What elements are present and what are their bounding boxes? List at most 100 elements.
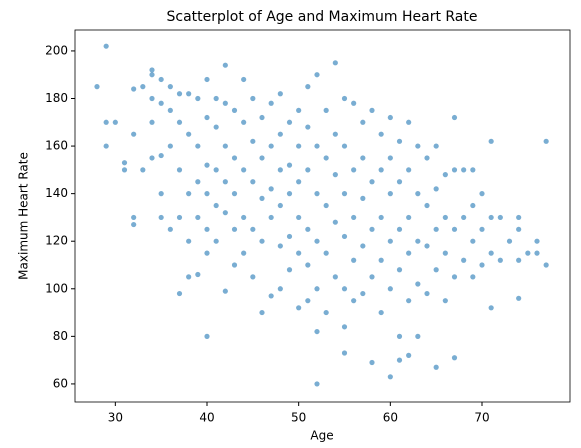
point [323, 107, 329, 113]
point [461, 214, 467, 221]
point [470, 202, 476, 209]
point [332, 274, 338, 280]
point [121, 167, 128, 173]
point [351, 298, 357, 304]
x-tick-label: 60 [383, 411, 398, 425]
point [387, 238, 393, 244]
point [103, 43, 109, 49]
point [149, 95, 155, 102]
point [204, 191, 210, 197]
point [213, 167, 219, 173]
point [332, 131, 338, 137]
point [296, 179, 302, 185]
point [305, 262, 311, 268]
point [167, 84, 173, 90]
point [451, 167, 458, 173]
point [470, 238, 476, 244]
point [387, 155, 393, 161]
point [112, 119, 118, 125]
point [424, 155, 430, 161]
point [277, 131, 283, 137]
x-tick-label: 50 [291, 411, 306, 425]
point [195, 95, 201, 102]
point [323, 202, 329, 209]
point [204, 333, 210, 339]
point [323, 155, 329, 161]
point [305, 167, 311, 173]
point [378, 309, 384, 316]
point [231, 155, 238, 161]
point [461, 167, 467, 173]
point [497, 214, 503, 221]
point [378, 214, 384, 221]
point [314, 328, 320, 335]
point [195, 214, 201, 221]
point [103, 143, 109, 149]
point [158, 76, 164, 83]
point [369, 107, 375, 113]
point [534, 238, 540, 244]
point [241, 250, 247, 256]
point [341, 324, 348, 330]
point [268, 293, 274, 299]
point [351, 167, 357, 173]
point [186, 131, 192, 137]
point [396, 179, 403, 185]
y-tick-label: 120 [45, 234, 68, 248]
point [204, 162, 210, 168]
point [323, 309, 329, 316]
point [479, 262, 485, 268]
point [479, 191, 485, 197]
point [158, 214, 164, 221]
point [341, 143, 348, 149]
point [195, 179, 201, 185]
point [277, 243, 283, 249]
point [296, 107, 302, 113]
point [516, 226, 522, 232]
point [158, 191, 164, 197]
point [433, 226, 439, 232]
point [296, 214, 302, 221]
point [231, 262, 238, 268]
point [369, 179, 375, 185]
point [167, 107, 173, 113]
point [516, 257, 522, 263]
y-tick-label: 180 [45, 91, 68, 105]
point [479, 226, 485, 232]
point [241, 214, 247, 221]
point [387, 114, 393, 121]
point [277, 167, 283, 173]
point [406, 298, 412, 304]
point [186, 191, 192, 197]
point [415, 238, 421, 244]
y-tick-label: 60 [53, 376, 68, 390]
point [387, 191, 393, 197]
point [332, 172, 338, 178]
point [250, 138, 256, 144]
point [396, 357, 403, 363]
point [94, 84, 100, 90]
y-axis-label: Maximum Heart Rate [17, 152, 31, 280]
point [286, 162, 293, 168]
point [121, 160, 128, 166]
point [451, 226, 458, 232]
point [396, 226, 403, 232]
point [250, 179, 256, 185]
y-tick-label: 160 [45, 139, 68, 153]
point [241, 119, 247, 125]
point [250, 95, 256, 102]
point [424, 290, 430, 297]
point [286, 191, 293, 197]
point [167, 143, 173, 149]
point [158, 100, 164, 106]
point [406, 250, 412, 256]
point [442, 250, 448, 256]
point [396, 267, 403, 273]
point [231, 107, 238, 113]
point [277, 91, 283, 97]
point [231, 191, 238, 197]
point [286, 267, 293, 273]
point [176, 214, 183, 221]
point [305, 298, 311, 304]
point [461, 257, 467, 263]
